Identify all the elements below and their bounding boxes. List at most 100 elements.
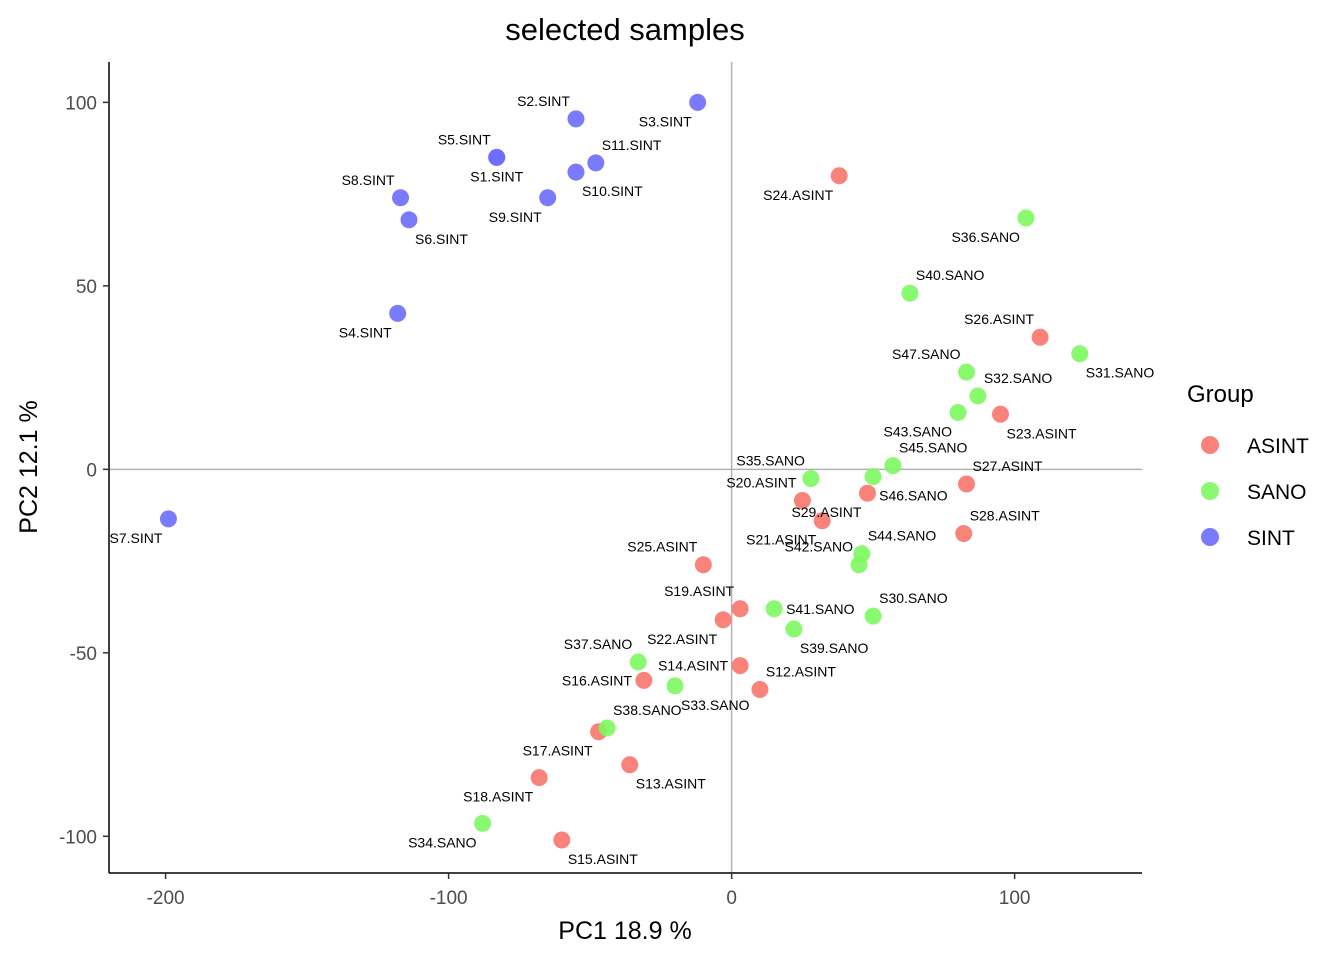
data-point-s40-sano xyxy=(901,284,919,302)
point-label: S11.SINT xyxy=(602,137,662,153)
data-point-s16-asint xyxy=(635,671,653,689)
point-label: S12.ASINT xyxy=(766,664,836,680)
data-point-s22-asint xyxy=(714,611,732,629)
point-label: S9.SINT xyxy=(489,209,542,225)
x-tick-label: 100 xyxy=(999,888,1031,909)
data-point-s6-sint xyxy=(400,211,418,229)
legend-entries: ASINT SANO SINT xyxy=(1201,435,1309,550)
data-point-s8-sint xyxy=(392,189,410,207)
data-point-s4-sint xyxy=(389,304,407,322)
data-point-s39-sano xyxy=(785,620,803,638)
point-label: S20.ASINT xyxy=(726,475,796,491)
point-label: S22.ASINT xyxy=(647,631,717,647)
legend-key-asint xyxy=(1201,436,1219,454)
y-axis-ticks: 100 50 0 -50 -100 xyxy=(59,93,109,848)
plot-area: S1.SINT S2.SINT S3.SINT S4.SINT S5.SINT S6.SI… xyxy=(109,62,1154,873)
point-label: S44.SANO xyxy=(868,528,937,544)
legend: Group ASINT SANO SINT xyxy=(1187,381,1309,550)
data-point-s33-sano xyxy=(666,677,684,695)
y-axis-title: PC2 12.1 % xyxy=(15,400,43,533)
point-label: S41.SANO xyxy=(786,601,855,617)
point-label: S46.SANO xyxy=(879,488,948,504)
point-label: S45.SANO xyxy=(899,440,968,456)
data-point-s20-asint xyxy=(793,492,811,510)
point-label: S2.SINT xyxy=(517,93,570,109)
data-point-s11-sint xyxy=(587,154,605,172)
point-label: S43.SANO xyxy=(884,423,953,439)
point-label: S6.SINT xyxy=(415,231,468,247)
points-layer xyxy=(159,93,1089,849)
data-point-s14-asint xyxy=(731,657,749,675)
point-label: S7.SINT xyxy=(110,530,163,546)
data-point-s25-asint xyxy=(694,556,712,574)
data-point-s23-asint xyxy=(991,405,1009,423)
data-point-s47-sano xyxy=(958,363,976,381)
data-point-s3-sint xyxy=(689,93,707,111)
point-label: S19.ASINT xyxy=(664,583,734,599)
y-tick-label: -50 xyxy=(70,644,97,665)
point-label: S26.ASINT xyxy=(964,311,1034,327)
point-label: S24.ASINT xyxy=(763,187,833,203)
point-label: S8.SINT xyxy=(342,172,395,188)
point-label: S14.ASINT xyxy=(658,658,728,674)
data-point-s21-asint xyxy=(813,512,831,530)
legend-title: Group xyxy=(1187,381,1254,408)
point-label: S39.SANO xyxy=(800,640,869,656)
data-point-s43-sano xyxy=(949,403,967,421)
data-point-s7-sint xyxy=(159,510,177,528)
point-label: S31.SANO xyxy=(1086,365,1155,381)
point-label: S35.SANO xyxy=(736,453,805,469)
data-point-s30-sano xyxy=(864,607,882,625)
point-label: S40.SANO xyxy=(916,267,985,283)
data-point-s36-sano xyxy=(1017,209,1035,227)
point-label: S32.SANO xyxy=(984,370,1053,386)
point-label: S23.ASINT xyxy=(1006,425,1076,441)
point-label: S3.SINT xyxy=(639,113,692,129)
data-point-s13-asint xyxy=(621,756,639,774)
data-point-s32-sano xyxy=(969,387,987,405)
data-point-s45-sano xyxy=(884,457,902,475)
x-tick-label: -100 xyxy=(430,888,468,909)
point-label: S28.ASINT xyxy=(970,508,1040,524)
data-point-s44-sano xyxy=(853,545,871,563)
point-label: S36.SANO xyxy=(951,229,1020,245)
point-label: S27.ASINT xyxy=(973,458,1043,474)
point-label: S16.ASINT xyxy=(562,672,632,688)
point-label: S21.ASINT xyxy=(746,532,816,548)
point-label: S37.SANO xyxy=(564,636,633,652)
point-label: S17.ASINT xyxy=(523,743,593,759)
data-point-s46-sano xyxy=(864,468,882,486)
point-label: S38.SANO xyxy=(613,702,682,718)
y-tick-label: -100 xyxy=(59,827,97,848)
data-point-s2-sint xyxy=(567,110,585,128)
data-point-s5-sint xyxy=(488,148,506,166)
data-point-s10-sint xyxy=(567,163,585,181)
point-label: S25.ASINT xyxy=(627,539,697,555)
data-point-s12-asint xyxy=(751,681,769,699)
y-tick-label: 0 xyxy=(86,460,97,481)
legend-key-sano xyxy=(1201,482,1219,500)
point-label: S5.SINT xyxy=(438,131,491,147)
x-tick-label: 0 xyxy=(726,888,737,909)
point-label: S42.SANO xyxy=(785,539,854,555)
data-point-s18-asint xyxy=(530,769,548,787)
point-labels-layer: S1.SINT S2.SINT S3.SINT S4.SINT S5.SINT S6.SI… xyxy=(110,93,1155,867)
data-point-s29-asint xyxy=(858,484,876,502)
point-label: S34.SANO xyxy=(408,834,477,850)
x-axis-title: PC1 18.9 % xyxy=(558,917,691,945)
y-tick-label: 100 xyxy=(65,93,97,114)
point-label: S4.SINT xyxy=(339,324,392,340)
point-label: S33.SANO xyxy=(681,697,750,713)
legend-label: SANO xyxy=(1247,481,1307,504)
point-label: S15.ASINT xyxy=(568,851,638,867)
data-point-s41-sano xyxy=(765,600,783,618)
data-point-s27-asint xyxy=(958,475,976,493)
data-point-s28-asint xyxy=(955,525,973,543)
point-label: S47.SANO xyxy=(892,346,961,362)
point-label: S10.SINT xyxy=(582,183,643,199)
data-point-s26-asint xyxy=(1031,328,1049,346)
data-point-s37-sano xyxy=(629,653,647,671)
data-point-s19-asint xyxy=(731,600,749,618)
legend-label: ASINT xyxy=(1247,435,1309,458)
